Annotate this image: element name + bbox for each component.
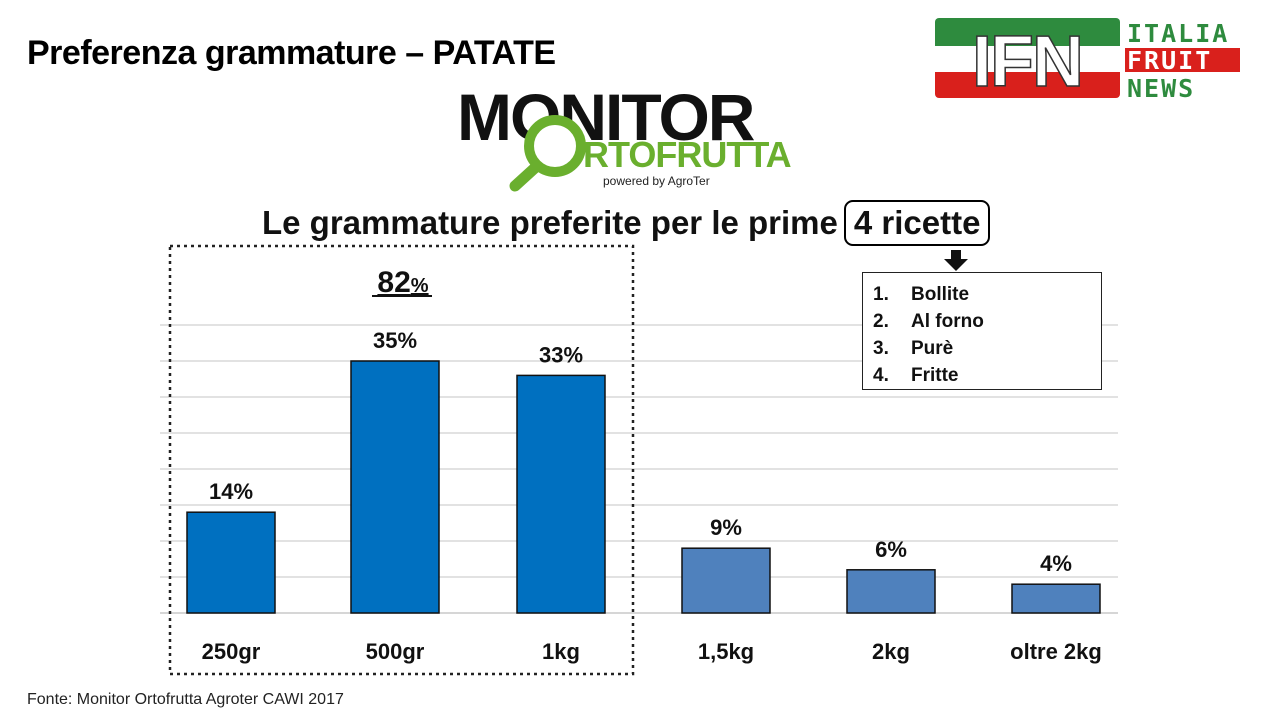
magnifier-icon <box>509 115 586 192</box>
source-note: Fonte: Monitor Ortofrutta Agroter CAWI 2… <box>27 691 344 708</box>
monitor-word: MONITOR <box>457 80 755 154</box>
category-label: 1kg <box>542 639 580 664</box>
chart-value-labels: 14% 35% 33% 9% 6% 4% <box>209 328 1072 576</box>
bar-value-label: 35% <box>373 328 417 353</box>
chart-category-labels: 250gr 500gr 1kg 1,5kg 2kg oltre 2kg <box>202 639 1102 664</box>
chart-heading: Le grammature preferite per le prime 4 r… <box>262 198 991 248</box>
recipe-label: Fritte <box>911 365 959 386</box>
category-label: 500gr <box>366 639 425 664</box>
bar-2 <box>516 374 606 614</box>
recipe-label: Al forno <box>911 311 984 332</box>
ifn-line-fruit: FRUIT <box>1127 46 1212 75</box>
highlight-frame <box>168 244 635 676</box>
ifn-mark: IFN <box>972 22 1082 100</box>
bar-value-label: 33% <box>539 342 583 367</box>
chart-gridlines <box>160 324 1118 614</box>
highlight-total: 82% <box>377 266 428 299</box>
chart-bars <box>186 360 1101 614</box>
chart-heading-text: Le grammature preferite per le prime <box>262 204 838 241</box>
recipe-label: Bollite <box>911 284 970 305</box>
italia-fruit-news-logo: IFN ITALIA FRUIT NEWS <box>935 18 1240 100</box>
ifn-line-italia: ITALIA <box>1127 19 1229 48</box>
bar-4 <box>846 569 936 614</box>
recipe-item: 3. Purè <box>873 335 1101 362</box>
chart-heading-boxed: 4 ricette <box>843 200 991 246</box>
monitor-ortofrutta-logo: MONITOR RTOFRUTTA powered by AgroTer <box>457 80 793 192</box>
bar-value-label: 9% <box>710 515 742 540</box>
bar-value-label: 14% <box>209 479 253 504</box>
arrow-down-icon <box>944 250 968 271</box>
ortofrutta-word: RTOFRUTTA <box>583 134 792 175</box>
slide-title: Preferenza grammature – PATATE <box>27 34 556 72</box>
recipe-number: 1. <box>873 284 889 305</box>
recipe-list-box: 1. Bollite 2. Al forno 3. Purè 4. Fritte <box>862 272 1102 390</box>
ifn-flag-block <box>935 18 1120 98</box>
category-label: 1,5kg <box>698 639 754 664</box>
ifn-line-news: NEWS <box>1127 74 1195 100</box>
recipe-item: 1. Bollite <box>873 281 1101 308</box>
powered-by-tagline: powered by AgroTer <box>603 174 710 188</box>
recipe-number: 4. <box>873 365 889 386</box>
recipe-item: 2. Al forno <box>873 308 1101 335</box>
ifn-fruit-band <box>1125 48 1240 72</box>
recipe-number: 2. <box>873 311 889 332</box>
category-label: 250gr <box>202 639 261 664</box>
bar-value-label: 6% <box>875 537 907 562</box>
bar-value-label: 4% <box>1040 551 1072 576</box>
recipe-number: 3. <box>873 338 889 359</box>
bar-5 <box>1011 583 1101 614</box>
bar-0 <box>186 511 276 614</box>
highlight-total-unit: % <box>411 275 429 297</box>
category-label: 2kg <box>872 639 910 664</box>
recipe-item: 4. Fritte <box>873 362 1101 389</box>
category-label: oltre 2kg <box>1010 639 1102 664</box>
bar-3 <box>681 547 771 614</box>
recipe-label: Purè <box>911 338 954 359</box>
bar-1 <box>350 360 440 614</box>
highlight-total-value: 82 <box>377 266 410 299</box>
